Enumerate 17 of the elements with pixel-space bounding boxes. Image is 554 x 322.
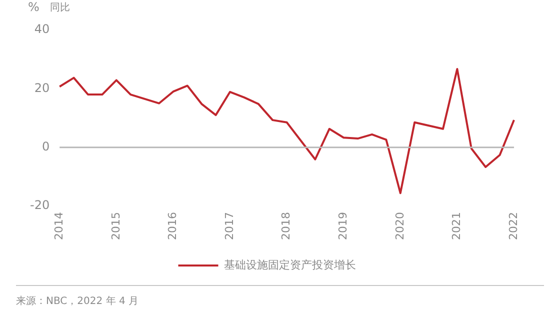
x-tick-label: 2019 <box>336 212 350 240</box>
x-tick-label: 2021 <box>450 212 464 240</box>
x-tick-label: 2022 <box>506 212 520 240</box>
x-tick-label: 2017 <box>222 212 236 240</box>
x-tick-label: 2014 <box>52 212 66 240</box>
y-tick-label: -20 <box>30 198 50 212</box>
x-tick-label: 2015 <box>109 212 122 240</box>
y-tick-label: 40 <box>34 22 50 36</box>
x-tick-label: 2020 <box>393 212 406 240</box>
y-tick-label: 20 <box>34 80 50 95</box>
x-tick-label: 2016 <box>166 212 180 240</box>
chart-subtitle: 同比 <box>50 2 70 14</box>
legend-label: 基础设施固定资产投资增长 <box>224 258 356 272</box>
y-tick-label: 0 <box>42 139 50 154</box>
source-note: 来源：NBC，2022 年 4 月 <box>16 294 140 308</box>
x-tick-label: 2018 <box>280 212 293 240</box>
y-axis-title: % <box>28 0 40 14</box>
